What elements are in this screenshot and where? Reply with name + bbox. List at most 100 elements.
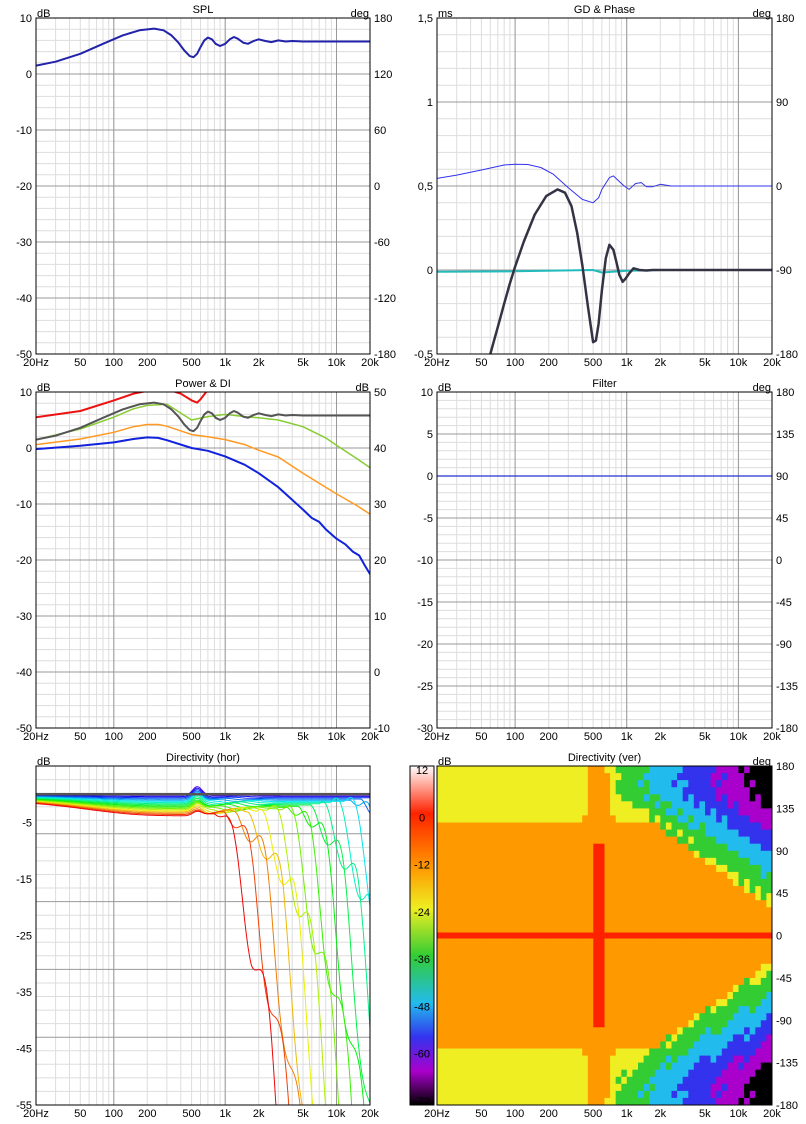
heatmap-cell (749, 907, 756, 915)
heatmap-cell (638, 893, 645, 901)
heatmap-cell (481, 928, 488, 937)
heatmap-cell (559, 1034, 566, 1043)
heatmap-cell (504, 914, 511, 922)
heatmap-cell (587, 766, 594, 774)
heatmap-cell (749, 999, 756, 1007)
heatmap-cell (621, 970, 628, 979)
heatmap-cell (543, 1083, 550, 1092)
heatmap-cell (576, 850, 583, 859)
heatmap-cell (671, 1097, 678, 1105)
heatmap-cell (582, 864, 589, 873)
heatmap-cell (565, 1083, 572, 1092)
heatmap-cell (682, 1076, 689, 1085)
heatmap-cell (671, 808, 678, 817)
heatmap-cell (464, 836, 472, 845)
heatmap-cell (710, 857, 717, 866)
heatmap-cell (520, 1069, 527, 1078)
heatmap-cell (615, 1083, 622, 1092)
heatmap-cell (760, 1083, 767, 1092)
heatmap-cell (459, 907, 466, 915)
heatmap-cell (615, 928, 622, 937)
heatmap-cell (504, 871, 511, 880)
heatmap-cell (598, 942, 606, 951)
heatmap-cell (453, 992, 460, 1000)
heatmap-cell (610, 1090, 617, 1099)
heatmap-cell (732, 1048, 740, 1057)
heatmap-cell (732, 808, 740, 817)
heatmap-cell (559, 1097, 566, 1105)
heatmap-cell (487, 963, 494, 972)
heatmap-cell (727, 1006, 734, 1014)
heatmap-cell (727, 1027, 734, 1035)
heatmap-cell (621, 1069, 628, 1078)
heatmap-cell (665, 1048, 673, 1057)
heatmap-cell (543, 850, 550, 859)
x-tick-label: 1k (621, 357, 633, 369)
heatmap-cell (537, 1020, 544, 1028)
heatmap-cell (537, 857, 544, 866)
heatmap-cell (732, 942, 740, 951)
heatmap-cell (593, 794, 600, 802)
heatmap-cell (677, 893, 684, 901)
heatmap-cell (582, 1041, 589, 1050)
heatmap-cell (643, 921, 650, 930)
heatmap-cell (632, 999, 639, 1007)
heatmap-cell (654, 1069, 661, 1078)
heatmap-cell (632, 935, 639, 944)
colorbar-tick-label: -60 (414, 1049, 430, 1061)
heatmap-cell (487, 1048, 494, 1057)
heatmap-cell (537, 907, 544, 915)
heatmap-cell (576, 808, 583, 817)
heatmap-cell (660, 836, 667, 845)
heatmap-cell (621, 1034, 628, 1043)
heatmap-cell (643, 879, 650, 887)
heatmap-cell (671, 956, 678, 965)
heatmap-cell (470, 822, 477, 831)
heatmap-cell (660, 766, 667, 774)
heatmap-cell (515, 984, 522, 993)
heatmap-cell (621, 1041, 628, 1050)
heatmap-cell (738, 857, 745, 866)
heatmap-cell (682, 886, 689, 894)
heatmap-cell (448, 857, 455, 866)
heatmap-cell (548, 843, 555, 852)
heatmap-cell (554, 1013, 561, 1021)
heatmap-cell (665, 893, 673, 901)
heatmap-cell (509, 886, 516, 894)
heatmap-cell (515, 836, 522, 845)
heatmap-cell (476, 907, 483, 915)
heatmap-cell (665, 907, 673, 915)
heatmap-cell (571, 1041, 578, 1050)
heatmap-cell (626, 1034, 633, 1043)
heatmap-cell (481, 850, 488, 859)
heatmap-cell (593, 864, 600, 873)
heatmap-cell (487, 977, 494, 986)
heatmap-cell (744, 907, 751, 915)
right-unit-label: deg (753, 8, 771, 20)
heatmap-cell (481, 766, 488, 774)
heatmap-cell (744, 992, 751, 1000)
heatmap-cell (498, 1006, 505, 1014)
heatmap-cell (716, 773, 723, 781)
heatmap-cell (671, 766, 678, 774)
heatmap-cell (626, 1069, 633, 1078)
heatmap-cell (688, 956, 695, 965)
heatmap-cell (621, 815, 628, 824)
heatmap-cell (593, 1083, 600, 1092)
heatmap-cell (760, 857, 767, 866)
heatmap-cell (548, 808, 555, 817)
heatmap-cell (476, 871, 483, 880)
heatmap-cell (442, 829, 449, 838)
heatmap-cell (688, 1013, 695, 1021)
heatmap-cell (587, 914, 594, 922)
heatmap-cell (543, 836, 550, 845)
heatmap-cell (677, 886, 684, 894)
heatmap-cell (604, 787, 611, 795)
heatmap-cell (654, 942, 661, 951)
heatmap-cell (565, 1027, 572, 1035)
x-tick-label: 50 (74, 357, 86, 369)
heatmap-cell (755, 1083, 762, 1092)
heatmap-cell (464, 893, 472, 901)
heatmap-cell (654, 900, 661, 908)
heatmap-cell (476, 1097, 483, 1105)
